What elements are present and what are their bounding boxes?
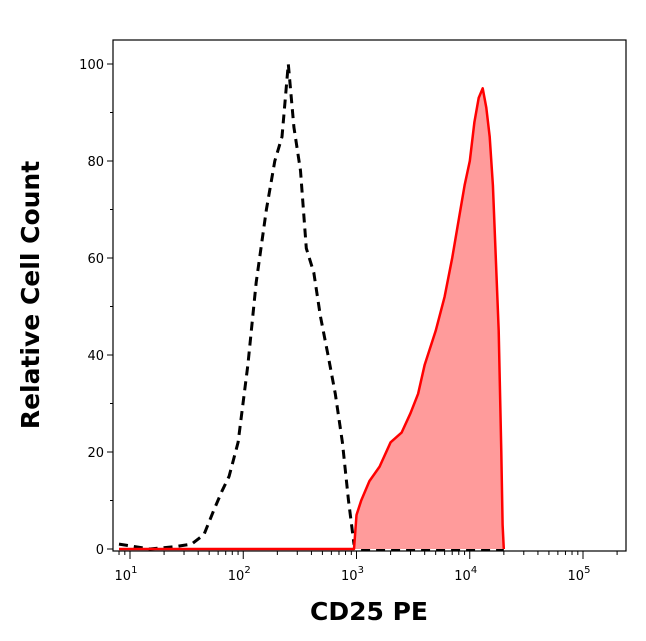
y-tick-label: 0 (96, 543, 104, 558)
y-tick-label: 100 (79, 58, 104, 73)
x-tick-label: 101 (115, 565, 138, 584)
series-1-area (119, 88, 504, 550)
x-tick-label: 105 (568, 565, 591, 584)
ticks-layer: 0 20 40 60 80 100 101 102 103 104 105 (79, 58, 618, 584)
series-layer (118, 62, 506, 551)
y-tick-label: 60 (87, 252, 104, 267)
y-axis-title: Relative Cell Count (16, 161, 45, 429)
x-tick-label: 104 (454, 565, 477, 584)
x-tick-label: 102 (228, 565, 251, 584)
y-tick-label: 80 (87, 155, 104, 170)
x-axis-title: CD25 PE (310, 597, 428, 626)
y-tick-label: 20 (87, 446, 104, 461)
y-tick-label: 40 (87, 349, 104, 364)
series-1-line (119, 87, 506, 551)
x-tick-label: 103 (341, 565, 364, 584)
series-0-line (118, 62, 504, 551)
plot-frame (112, 39, 627, 552)
